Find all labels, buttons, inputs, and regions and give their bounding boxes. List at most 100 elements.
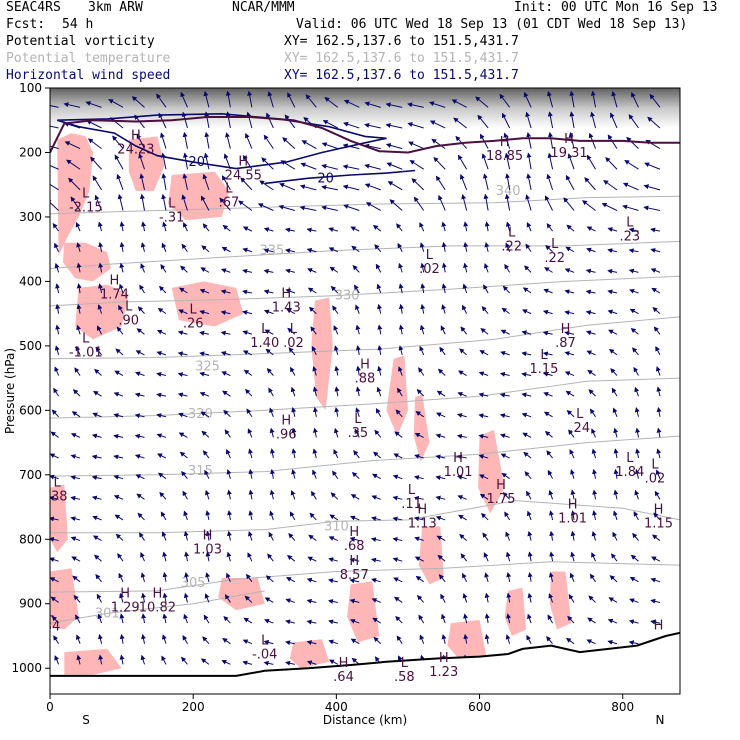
wind-vector <box>94 194 103 211</box>
wind-vector <box>481 306 489 314</box>
wind-vector <box>587 617 596 624</box>
wind-vector <box>527 551 533 562</box>
wind-vector <box>333 345 339 356</box>
wind-vector <box>544 267 553 273</box>
wind-vector <box>201 430 210 438</box>
extremum-value: .26 <box>183 317 204 332</box>
wind-vector <box>226 572 231 583</box>
wind-vector <box>226 530 232 541</box>
wind-vector <box>205 530 211 541</box>
pv-fill-region <box>447 619 487 662</box>
wind-vector <box>116 326 124 335</box>
wind-vector <box>118 572 124 583</box>
wind-vector <box>591 448 597 459</box>
right-end-label: N <box>656 713 665 727</box>
wind-vector <box>548 572 554 582</box>
wind-vector <box>92 535 102 541</box>
wind-vector <box>95 346 102 356</box>
x-tick-label: 400 <box>325 700 348 714</box>
y-tick-label: 300 <box>19 210 42 224</box>
pv-fill-region <box>311 297 333 411</box>
wind-vector <box>134 413 145 419</box>
wind-vector <box>502 285 510 294</box>
wind-vector <box>543 288 553 294</box>
field-xy-theta: XY= 162.5,137.6 to 151.5,431.7 <box>284 51 519 66</box>
y-tick-label: 600 <box>19 403 42 417</box>
wind-vector <box>389 199 403 211</box>
wind-vector <box>377 303 382 314</box>
wind-vector <box>415 411 424 418</box>
wind-vector <box>205 572 211 582</box>
field-name-wind: Horizontal wind speed <box>6 68 171 83</box>
pv-fill-region <box>347 581 380 643</box>
wind-vector <box>269 448 275 459</box>
wind-vector <box>182 490 188 500</box>
wind-vector <box>650 619 661 625</box>
wind-vector <box>484 633 490 644</box>
low-marker: L <box>261 322 269 337</box>
wind-vector <box>307 268 317 273</box>
wind-vector <box>563 197 575 211</box>
wind-vector <box>586 247 596 253</box>
extremum-value: 24.55 <box>225 168 262 183</box>
extremum-value: 1.29 <box>111 600 140 615</box>
wind-vector <box>349 618 360 624</box>
wind-vector <box>97 325 102 335</box>
wind-vector <box>457 474 467 480</box>
wind-vector <box>109 117 124 129</box>
wind-vector <box>259 180 274 191</box>
wind-vector <box>50 165 59 170</box>
wind-vector <box>242 310 252 315</box>
wind-vector <box>462 572 468 583</box>
wind-vector <box>505 242 511 252</box>
wind-vector <box>285 660 295 666</box>
wind-vector <box>334 365 340 376</box>
plot-frame <box>49 87 681 695</box>
wind-vector <box>220 330 231 336</box>
wind-vector <box>312 386 318 397</box>
wind-vector <box>655 469 661 479</box>
wind-vector <box>184 571 190 582</box>
wind-vector <box>591 530 597 541</box>
wind-vector <box>136 328 145 335</box>
wind-vector <box>564 268 575 273</box>
extremum-value: 1.40 <box>250 336 279 351</box>
wind-vector <box>291 427 297 438</box>
wind-vector <box>521 351 532 357</box>
wind-vector <box>547 152 554 170</box>
wind-vector <box>177 330 188 336</box>
wind-vector <box>570 551 576 562</box>
wind-vector <box>355 365 361 376</box>
wind-vector <box>607 227 618 232</box>
extremum-value: .23 <box>620 230 641 245</box>
wind-vector <box>586 639 596 645</box>
wind-vector <box>50 536 59 542</box>
wind-vector <box>50 125 59 129</box>
wind-vector <box>503 132 511 149</box>
high-marker: H <box>654 502 664 517</box>
wind-vector <box>135 350 145 356</box>
wind-vector <box>591 428 596 438</box>
wind-speed-label: 20 <box>188 155 205 170</box>
wind-vector <box>526 152 532 170</box>
wind-vector <box>656 448 662 459</box>
wind-vector <box>289 511 296 521</box>
wind-vector <box>502 112 511 129</box>
extremum-value: .38 <box>47 489 68 504</box>
wind-vector <box>139 284 145 294</box>
wind-vector <box>285 288 296 294</box>
wind-vector <box>73 594 81 603</box>
wind-vector <box>613 427 619 438</box>
wind-vector <box>263 289 274 295</box>
wind-vector <box>371 598 381 603</box>
wind-vector <box>398 366 403 376</box>
wind-vector <box>246 111 253 129</box>
wind-vector <box>651 287 661 294</box>
wind-vector <box>342 164 360 170</box>
wind-vector <box>267 553 274 562</box>
wind-vector <box>409 159 424 170</box>
wind-vector <box>54 655 60 665</box>
wind-vector <box>355 407 361 417</box>
wind-vector <box>178 412 188 418</box>
wind-vector <box>141 633 146 644</box>
